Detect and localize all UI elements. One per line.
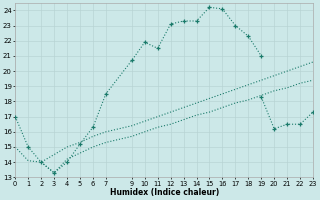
X-axis label: Humidex (Indice chaleur): Humidex (Indice chaleur) bbox=[109, 188, 219, 197]
